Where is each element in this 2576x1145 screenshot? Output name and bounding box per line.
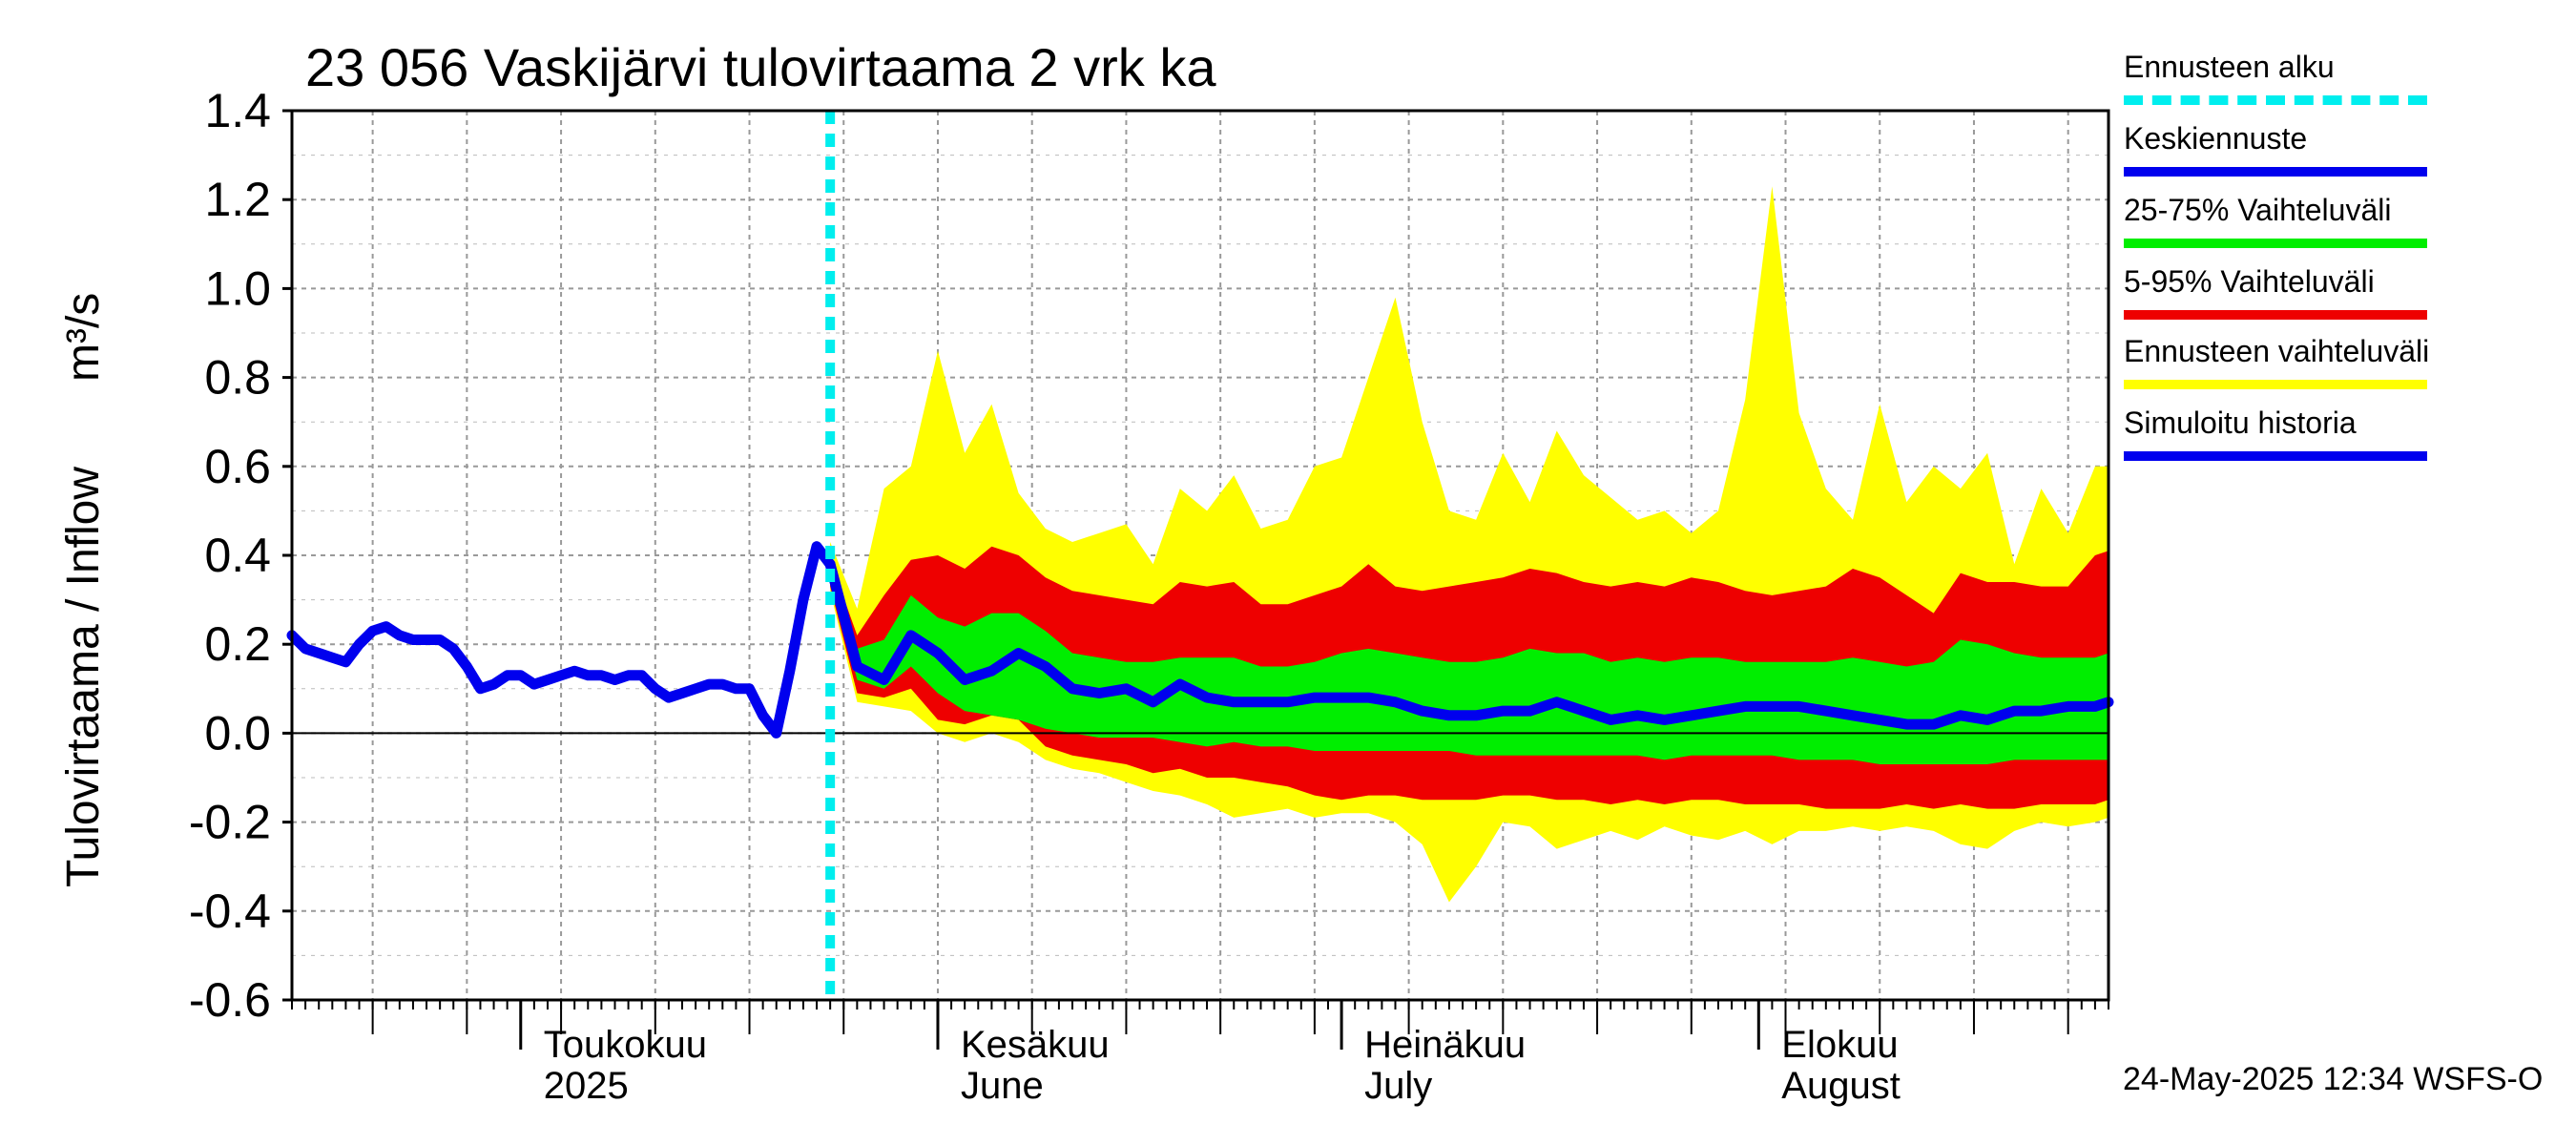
legend-swatch — [2124, 167, 2427, 177]
plot-frame — [290, 109, 2110, 1002]
axes — [282, 109, 2110, 1050]
chart-title: 23 056 Vaskijärvi tulovirtaama 2 vrk ka — [305, 37, 1216, 97]
series-lines — [286, 111, 2114, 1000]
tick-labels: 1.4 1.2 1.0 0.8 0.6 0.4 0.2 0.0 -0.2 -0.4 -0.6 Touk… — [189, 84, 1901, 1107]
legend-swatch — [2124, 95, 2427, 105]
y-tick-label: -0.4 — [189, 885, 271, 938]
legend-label: Ennusteen vaihteluväli — [2124, 334, 2430, 368]
legend-label: Simuloitu historia — [2124, 406, 2357, 440]
y-tick-label: 0.6 — [204, 440, 271, 493]
y-tick-label: 1.2 — [204, 173, 271, 226]
y-tick-label: 1.0 — [204, 261, 271, 315]
legend-item-iqr: 25-75% Vaihteluväli — [2124, 193, 2429, 250]
x-month-sublabel: June — [961, 1065, 1044, 1107]
y-tick-label: 0.8 — [204, 351, 271, 405]
y-tick-label: 0.0 — [204, 706, 271, 760]
x-month-sublabel: 2025 — [544, 1065, 629, 1107]
legend-label: 5-95% Vaihteluväli — [2124, 264, 2375, 299]
bands — [830, 186, 2109, 903]
legend-item-range: Ennusteen vaihteluväli — [2124, 334, 2429, 391]
legend-label: 25-75% Vaihteluväli — [2124, 193, 2392, 227]
x-month-label: Heinäkuu — [1364, 1024, 1526, 1066]
x-month-label: Elokuu — [1781, 1024, 1898, 1066]
legend-item-p5-95: 5-95% Vaihteluväli — [2124, 264, 2429, 322]
y-axis-unit: m³/s — [58, 292, 109, 382]
legend-swatch — [2124, 239, 2427, 248]
y-tick-label: 0.4 — [204, 529, 271, 582]
y-tick-label: -0.2 — [189, 796, 271, 849]
x-month-sublabel: July — [1364, 1065, 1432, 1107]
y-tick-label: 1.4 — [204, 84, 271, 137]
x-month-label: Kesäkuu — [961, 1024, 1110, 1066]
legend-swatch — [2124, 451, 2427, 461]
y-tick-label: -0.6 — [189, 973, 271, 1027]
x-month-sublabel: August — [1781, 1065, 1901, 1107]
legend-label: Keskiennuste — [2124, 121, 2308, 156]
history-line — [286, 541, 836, 739]
median-line — [824, 558, 2114, 730]
legend-label: Ennusteen alku — [2124, 50, 2335, 84]
y-tick-label: 0.2 — [204, 617, 271, 671]
legend-item-forecast-start: Ennusteen alku — [2124, 50, 2429, 107]
legend-swatch — [2124, 380, 2427, 389]
timestamp: 24-May-2025 12:34 WSFS-O — [2123, 1061, 2544, 1097]
legend-item-median: Keskiennuste — [2124, 121, 2429, 178]
legend-item-history: Simuloitu historia — [2124, 406, 2429, 463]
y-axis-label: Tulovirtaama / Inflow — [58, 466, 109, 887]
legend-swatch — [2124, 310, 2427, 320]
iqr-band — [830, 564, 2109, 764]
x-month-label: Toukokuu — [544, 1024, 707, 1066]
